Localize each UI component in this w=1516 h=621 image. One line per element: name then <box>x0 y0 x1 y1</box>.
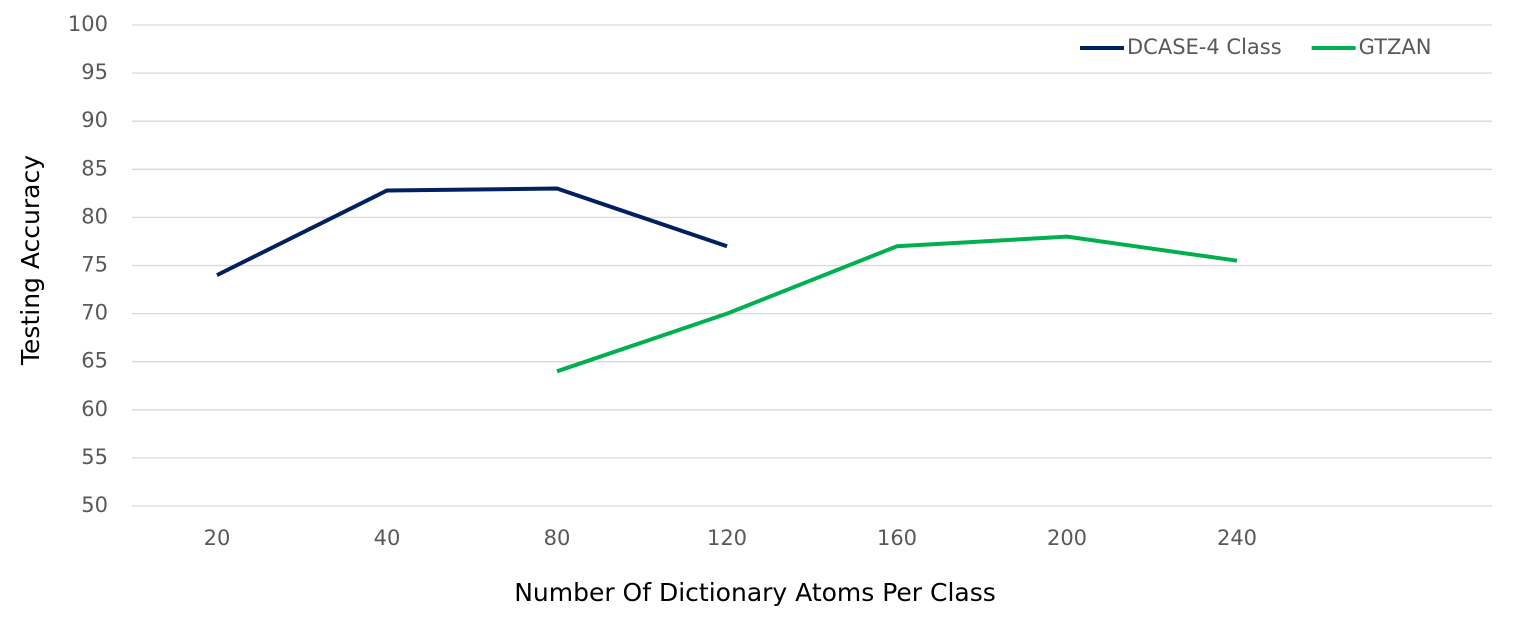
x-tick-label: 40 <box>374 526 401 550</box>
x-axis-title: Number Of Dictionary Atoms Per Class <box>514 578 996 607</box>
x-tick-label: 240 <box>1217 526 1257 550</box>
y-tick-label: 100 <box>68 12 108 36</box>
legend-label: GTZAN <box>1359 35 1432 59</box>
y-axis-title: Testing Accuracy <box>16 155 45 366</box>
y-tick-label: 90 <box>81 108 108 132</box>
legend-label: DCASE-4 Class <box>1127 35 1282 59</box>
y-tick-label: 75 <box>81 253 108 277</box>
x-tick-label: 120 <box>707 526 747 550</box>
x-tick-label: 160 <box>877 526 917 550</box>
y-tick-label: 65 <box>81 349 108 373</box>
x-tick-label: 80 <box>544 526 571 550</box>
y-tick-label: 55 <box>81 445 108 469</box>
y-tick-label: 50 <box>81 493 108 517</box>
y-tick-label: 85 <box>81 156 108 180</box>
x-tick-label: 200 <box>1047 526 1087 550</box>
x-tick-label: 20 <box>204 526 231 550</box>
line-series <box>216 186 728 277</box>
y-tick-label: 60 <box>81 397 108 421</box>
y-tick-label: 70 <box>81 301 108 325</box>
y-tick-label: 80 <box>81 204 108 228</box>
y-tick-label: 95 <box>81 60 108 84</box>
line-series <box>556 234 1238 374</box>
